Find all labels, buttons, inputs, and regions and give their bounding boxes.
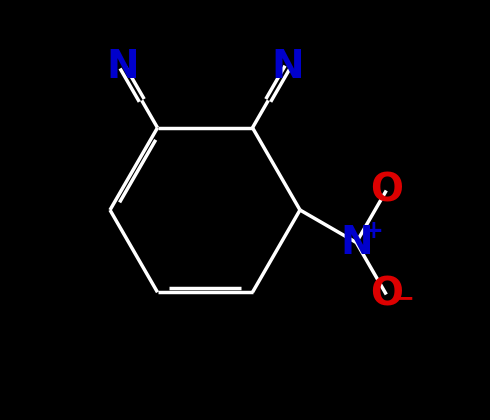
Text: N: N [340,223,372,262]
Text: O: O [370,171,403,210]
Text: O: O [370,276,403,313]
Text: N: N [271,48,304,86]
Text: +: + [364,220,383,244]
Text: −: − [394,286,415,310]
Text: N: N [106,48,139,86]
